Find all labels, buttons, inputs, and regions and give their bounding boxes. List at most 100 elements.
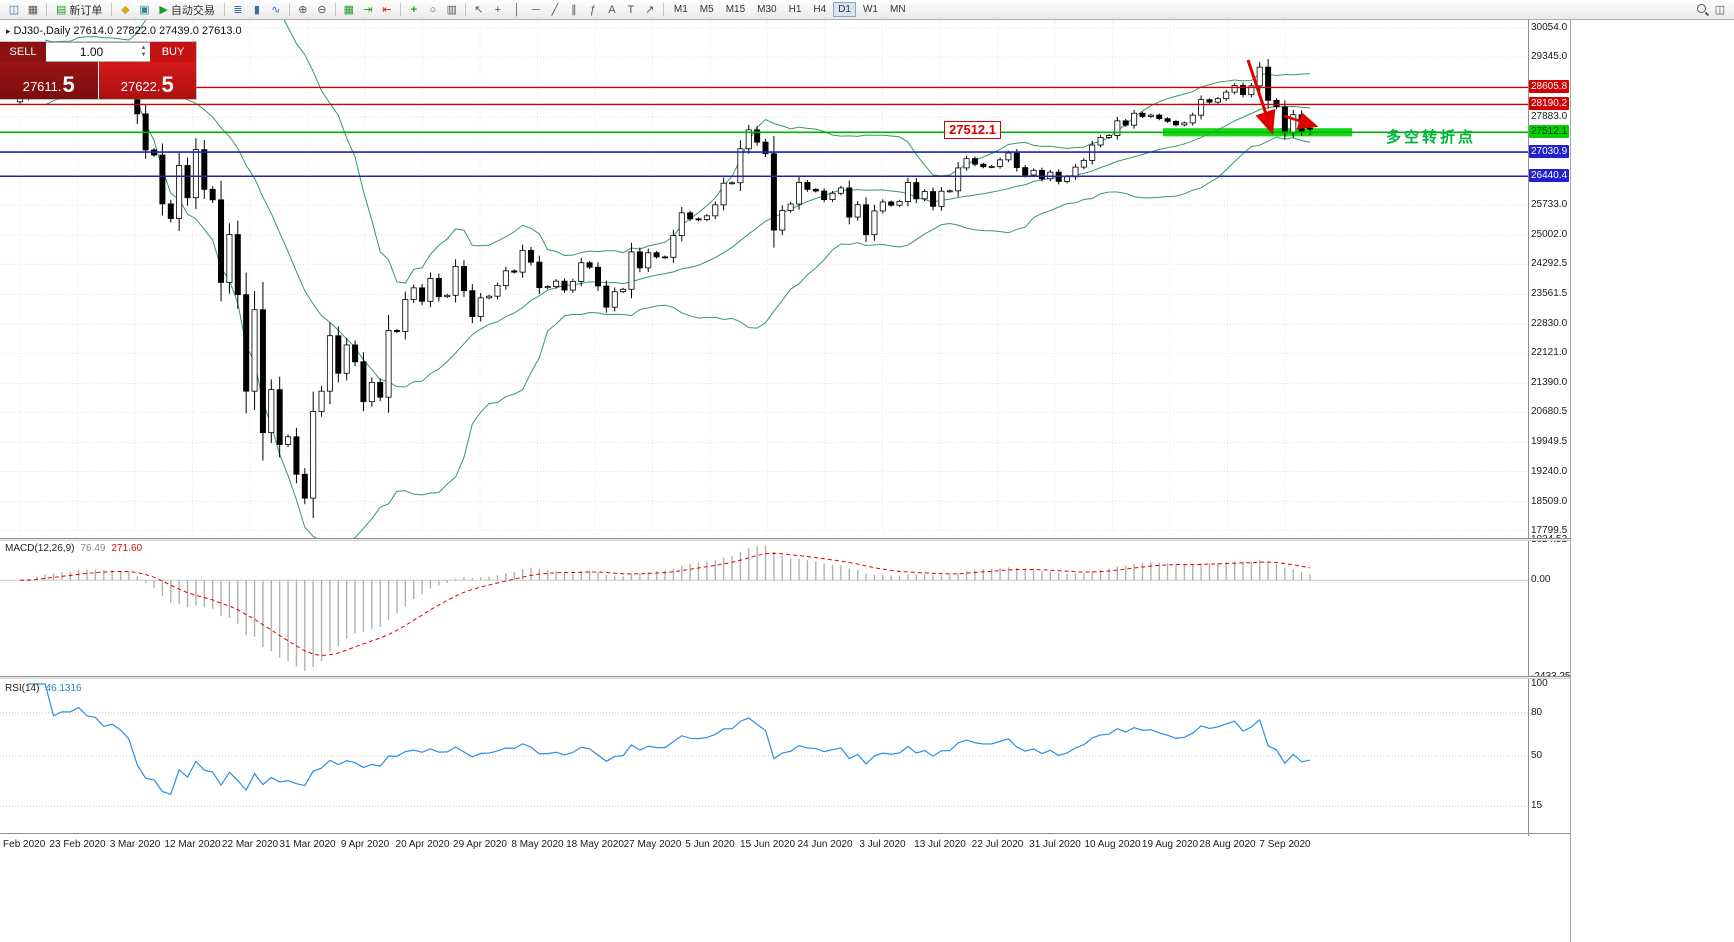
sell-price-big-digit: 5: [62, 72, 75, 97]
timeframe-w1[interactable]: W1: [858, 2, 883, 17]
price-axis-tag: 28605.8: [1529, 80, 1570, 94]
volume-value[interactable]: 1.00: [79, 45, 104, 59]
trendline-icon[interactable]: ╱: [546, 2, 564, 18]
date-axis-label: 31 Jul 2020: [1029, 839, 1081, 850]
price-axis-label: 25002.0: [1531, 229, 1568, 241]
line-chart-icon[interactable]: ∿: [267, 2, 285, 18]
date-axis-label: 31 Mar 2020: [279, 839, 336, 850]
date-axis-label: 28 Aug 2020: [1199, 839, 1256, 850]
timeframe-h4[interactable]: H4: [808, 2, 831, 17]
date-axis-label: 27 May 2020: [623, 839, 682, 850]
price-axis-label: 22830.0: [1531, 318, 1568, 330]
price-axis-label: 0.00: [1531, 574, 1551, 586]
panel-splitter[interactable]: [0, 538, 1570, 541]
toolbar-divider: [46, 3, 47, 16]
stepper-down-icon[interactable]: ▼: [140, 52, 147, 58]
volume-stepper[interactable]: ▲ ▼: [137, 45, 150, 59]
vertical-line-icon[interactable]: │: [508, 2, 526, 18]
volume-field[interactable]: 1.00 ▲ ▼: [46, 42, 150, 62]
zoom-in-icon[interactable]: ⊕: [294, 2, 312, 18]
timeframe-m5[interactable]: M5: [695, 2, 719, 17]
toolbar-divider: [399, 3, 401, 16]
date-axis-label: 8 May 2020: [511, 839, 564, 850]
price-axis-label: 15: [1531, 800, 1543, 812]
stepper-up-icon[interactable]: ▲: [140, 45, 147, 51]
macd-signal-line: [19, 552, 1311, 657]
price-chart[interactable]: [0, 20, 1570, 538]
search-icon[interactable]: [1694, 2, 1710, 18]
price-axis-label: 21390.0: [1531, 377, 1568, 389]
empty-dock-area: [1570, 20, 1734, 942]
text-label-icon[interactable]: T: [622, 2, 640, 18]
metaeditor-icon[interactable]: ◆: [116, 2, 134, 18]
tile-windows-icon[interactable]: ▦: [340, 2, 358, 18]
trend-arrow[interactable]: [1283, 112, 1319, 130]
zoom-out-icon[interactable]: ⊖: [313, 2, 331, 18]
buy-button[interactable]: BUY: [150, 42, 196, 62]
date-axis-label: 20 Apr 2020: [395, 839, 450, 850]
candlestick-icon[interactable]: ▮: [248, 2, 266, 18]
sell-price-button[interactable]: 27611. 5: [0, 62, 98, 99]
price-axis-line: [1528, 20, 1529, 836]
buy-price-big-digit: 5: [161, 72, 174, 97]
price-axis-tag: 27512.1: [1529, 125, 1570, 139]
rsi-line: [28, 683, 1311, 795]
sell-price-main: 27611.: [22, 79, 62, 94]
arrows-tool-icon[interactable]: ↗: [641, 2, 659, 18]
timeframe-h1[interactable]: H1: [784, 2, 807, 17]
auto-scroll-icon[interactable]: ⇥: [359, 2, 377, 18]
indicators-icon[interactable]: +: [405, 2, 423, 18]
date-axis-label: 10 Aug 2020: [1084, 839, 1141, 850]
price-axis-label: 18509.0: [1531, 495, 1568, 507]
date-axis-label: 3 Mar 2020: [109, 839, 161, 850]
date-axis-label: 5 Jun 2020: [685, 839, 735, 850]
macd-chart[interactable]: [0, 541, 1570, 676]
text-icon[interactable]: A: [603, 2, 621, 18]
toolbar-divider: [662, 3, 664, 16]
toolbar-divider: [288, 3, 290, 16]
channel-icon[interactable]: ∥: [565, 2, 583, 18]
macd-label: MACD(12,26,9) 76.49 271.60: [5, 543, 143, 554]
new-chart-icon[interactable]: ◫: [5, 2, 23, 18]
timeframe-d1[interactable]: D1: [833, 2, 856, 17]
timeframe-m30[interactable]: M30: [752, 2, 781, 17]
rsi-label: RSI(14) 46.1316: [5, 683, 82, 694]
timeframe-m1[interactable]: M1: [669, 2, 693, 17]
chart-shift-icon[interactable]: ⇤: [378, 2, 396, 18]
price-axis-label: 23561.5: [1531, 288, 1568, 300]
windows-icon[interactable]: ◫: [1711, 2, 1729, 18]
toolbar-divider: [223, 3, 225, 16]
sell-button[interactable]: SELL: [0, 42, 46, 62]
price-callout-box[interactable]: 27512.1: [944, 121, 1001, 139]
buy-price-main: 27622.: [120, 79, 161, 94]
trend-arrow[interactable]: [1246, 59, 1276, 135]
buy-price-button[interactable]: 27622. 5: [98, 62, 196, 99]
cursor-icon[interactable]: ↖: [470, 2, 488, 18]
crosshair-icon[interactable]: +: [489, 2, 507, 18]
templates-icon[interactable]: ▥: [443, 2, 461, 18]
new-order-button[interactable]: ▤ 新订单: [51, 2, 107, 18]
periods-icon[interactable]: ○: [424, 2, 442, 18]
collapse-marker-icon[interactable]: ▸: [6, 26, 11, 36]
horizontal-line-icon[interactable]: ─: [527, 2, 545, 18]
price-axis-label: 29345.0: [1531, 51, 1568, 63]
rsi-chart[interactable]: [0, 679, 1570, 833]
chart-title: ▸ DJ30-,Daily 27614.0 27822.0 27439.0 276…: [6, 25, 242, 37]
bar-chart-icon[interactable]: ≣: [229, 2, 247, 18]
one-click-trading-panel: SELL 1.00 ▲ ▼ BUY 27611. 5 27622. 5: [0, 42, 196, 99]
panel-splitter[interactable]: [0, 676, 1570, 679]
turning-point-text[interactable]: 多空转折点: [1386, 129, 1477, 146]
timeframe-group: M1 M5 M15 M30 H1 H4 D1 W1 MN: [668, 2, 912, 17]
timeframe-mn[interactable]: MN: [885, 2, 911, 17]
price-axis-label: 27883.0: [1531, 111, 1568, 123]
profiles-icon[interactable]: ▦: [24, 2, 42, 18]
market-icon[interactable]: ▣: [135, 2, 153, 18]
toolbar-divider: [111, 3, 113, 16]
price-axis-label: 100: [1531, 678, 1548, 689]
fibonacci-icon[interactable]: ƒ: [584, 2, 602, 18]
date-axis-label: 3 Jul 2020: [859, 839, 906, 850]
timeframe-m15[interactable]: M15: [721, 2, 750, 17]
auto-trading-button[interactable]: ▶ 自动交易: [154, 2, 219, 18]
toolbar: ◫ ▦ ▤ 新订单 ◆ ▣ ▶ 自动交易 ≣ ▮ ∿ ⊕ ⊖ ▦ ⇥ ⇤ + ○…: [0, 0, 1734, 20]
